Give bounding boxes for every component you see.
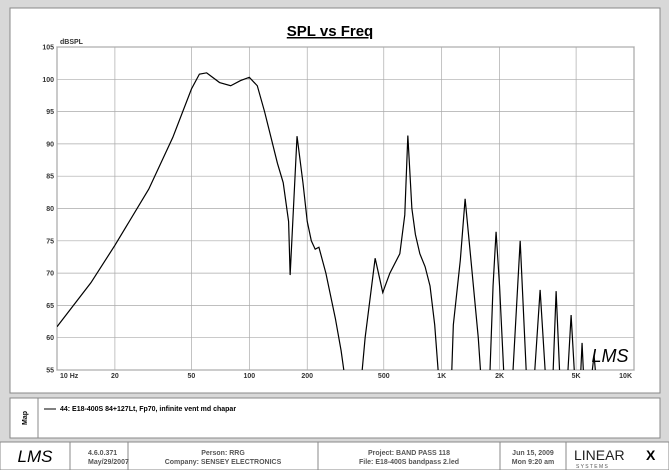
y-tick-label: 105 xyxy=(42,45,54,52)
y-unit: dBSPL xyxy=(60,39,84,46)
x-tick-label: 1K xyxy=(437,373,446,380)
map-panel xyxy=(9,397,661,439)
file: File: E18-400S bandpass 2.led xyxy=(359,459,459,466)
series-line xyxy=(57,72,596,370)
y-tick-label: 60 xyxy=(46,335,54,342)
x-tick-label: 200 xyxy=(301,373,313,380)
y-tick-label: 55 xyxy=(46,368,54,375)
y-tick-label: 85 xyxy=(46,174,54,181)
x-tick-label: 10 Hz xyxy=(60,373,79,380)
legend-label: 44: E18-400S 84+127Lt, Fp70, infinite ve… xyxy=(60,406,236,413)
x-tick-label: 50 xyxy=(188,373,196,380)
brand-sub: S Y S T E M S xyxy=(576,464,609,470)
x-tick-label: 100 xyxy=(243,373,255,380)
y-tick-label: 75 xyxy=(46,238,54,245)
y-tick-label: 70 xyxy=(46,271,54,278)
version: 4.6.0.371 xyxy=(88,450,117,457)
x-tick-label: 20 xyxy=(111,373,119,380)
person: Person: RRG xyxy=(201,450,245,457)
map-label: Map xyxy=(22,411,29,425)
company: Company: SENSEY ELECTRONICS xyxy=(165,459,282,466)
x-tick-label: 500 xyxy=(378,373,390,380)
y-tick-label: 95 xyxy=(46,109,54,116)
time: Mon 9:20 am xyxy=(512,459,554,466)
x-tick-label: 2K xyxy=(495,373,504,380)
build-date: May/29/2007 xyxy=(88,459,129,466)
y-tick-label: 80 xyxy=(46,206,54,213)
y-tick-label: 65 xyxy=(46,303,54,310)
chart-title: SPL vs Freq xyxy=(287,23,373,40)
date: Jun 15, 2009 xyxy=(512,450,554,457)
brand-x: X xyxy=(646,447,656,463)
watermark: LMS xyxy=(591,346,628,366)
x-tick-label: 10K xyxy=(619,373,632,380)
x-tick-label: 5K xyxy=(572,373,581,380)
footer-logo: LMS xyxy=(18,447,54,466)
y-tick-label: 90 xyxy=(46,141,54,148)
brand: LINEAR xyxy=(574,447,625,463)
project: Project: BAND PASS 118 xyxy=(368,450,450,457)
y-tick-label: 100 xyxy=(42,77,54,84)
